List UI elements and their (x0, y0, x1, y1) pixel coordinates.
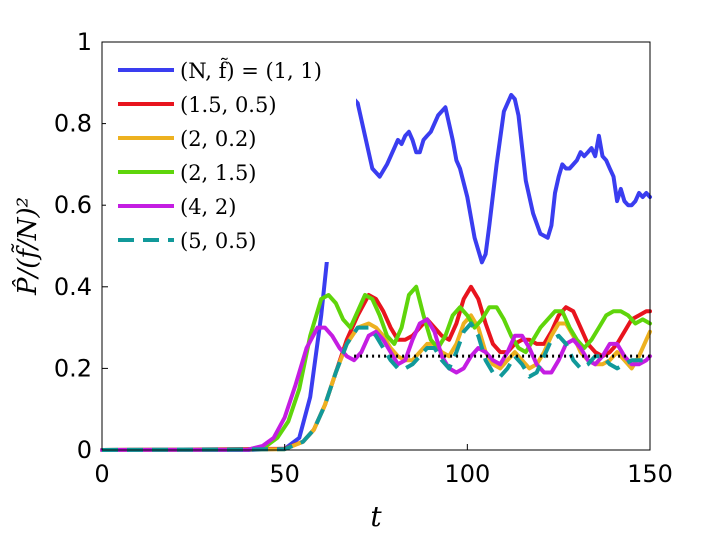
series-line-1 (100, 93, 652, 452)
x-tick-label: 100 (444, 460, 490, 488)
x-axis-label: t (370, 500, 382, 533)
y-tick-label: 0.2 (54, 354, 92, 382)
series-line-6 (101, 321, 650, 452)
axis-layer: 0 50 100 150 0 0.2 0.4 0.6 0.8 1 (54, 28, 673, 488)
x-tick-label: 50 (269, 460, 300, 488)
x-tick-label: 0 (94, 460, 109, 488)
series-line-4 (100, 284, 652, 452)
legend-label-1: (N, f̃) = (1, 1) (180, 58, 322, 83)
series-line-2 (100, 284, 652, 452)
y-tick-label: 0.8 (54, 110, 92, 138)
y-tick-label: 0.4 (54, 273, 92, 301)
plot-frame (101, 41, 651, 451)
series-layer (100, 93, 652, 452)
y-tick-label: 0 (77, 436, 92, 464)
x-tick-label: 150 (627, 460, 673, 488)
legend-label-5: (4, 2) (180, 195, 236, 219)
legend-label-3: (2, 0.2) (180, 127, 257, 151)
legend-label-4: (2, 1.5) (180, 161, 257, 185)
legend-box (106, 46, 356, 262)
y-axis-label: P̂/(f̃/N)² (11, 197, 43, 296)
legend: (N, f̃) = (1, 1) (1.5, 0.5) (2, 0.2) (2, 1.… (106, 46, 356, 262)
y-tick-label: 0.6 (54, 191, 92, 219)
y-tick-label: 1 (77, 28, 92, 56)
legend-label-2: (1.5, 0.5) (180, 93, 277, 117)
legend-label-6: (5, 0.5) (180, 229, 257, 253)
